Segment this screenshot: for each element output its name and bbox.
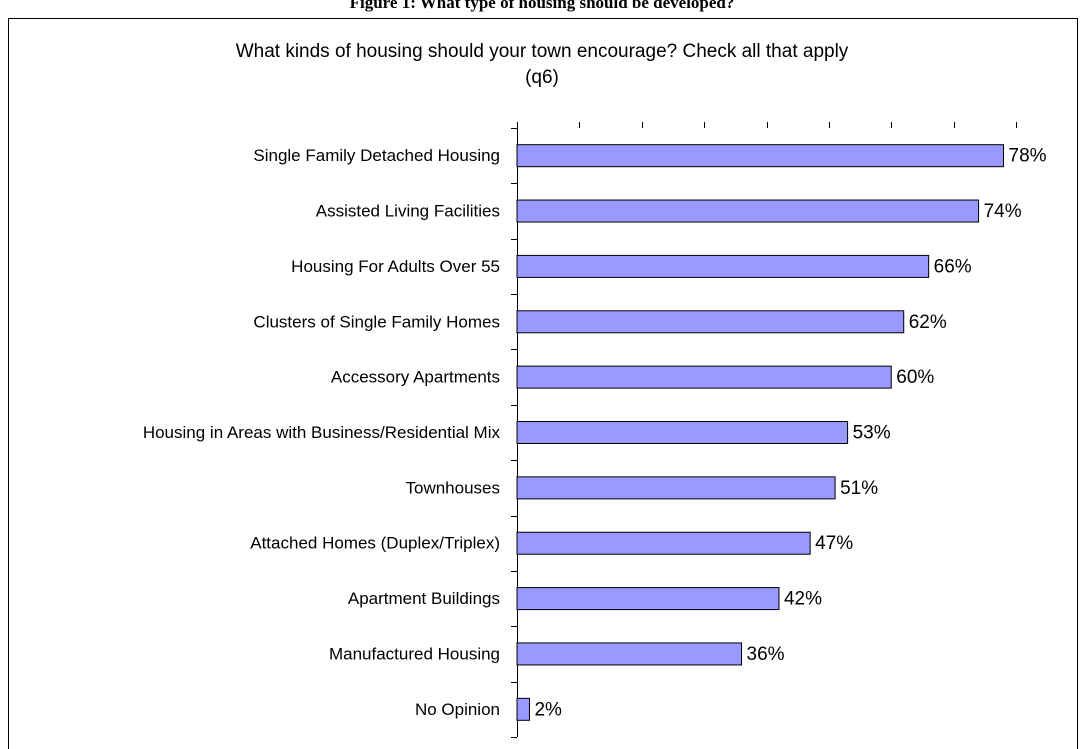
value-label: 66% xyxy=(934,256,972,277)
y-tick-label: Assisted Living Facilities xyxy=(316,202,500,221)
y-tick-label: Single Family Detached Housing xyxy=(253,146,500,165)
bar xyxy=(516,199,980,223)
value-label: 53% xyxy=(853,423,891,444)
bar xyxy=(516,642,743,666)
y-tick-label: No Opinion xyxy=(415,700,500,719)
value-label: 47% xyxy=(815,533,853,554)
bar xyxy=(516,476,836,500)
chart-title: What kinds of housing should your town e… xyxy=(236,41,849,62)
y-tick-label: Apartment Buildings xyxy=(348,589,500,608)
chart-title: (q6) xyxy=(525,67,559,88)
value-label: 51% xyxy=(840,478,878,499)
chart-frame xyxy=(8,18,1078,749)
y-tick-label: Accessory Apartments xyxy=(331,368,500,387)
y-tick-label: Manufactured Housing xyxy=(329,644,500,663)
bar xyxy=(516,587,780,611)
bar xyxy=(516,144,1005,168)
y-tick-label: Townhouses xyxy=(405,478,500,497)
bar xyxy=(516,531,811,555)
value-label: 36% xyxy=(747,644,785,665)
y-tick-label: Housing in Areas with Business/Residenti… xyxy=(143,423,501,442)
y-tick-label: Clusters of Single Family Homes xyxy=(253,312,500,331)
bar xyxy=(516,365,892,389)
figure-caption: Figure 1: What type of housing should be… xyxy=(350,0,735,12)
value-label: 62% xyxy=(909,312,947,333)
bar xyxy=(516,310,905,334)
value-label: 42% xyxy=(784,589,822,610)
y-tick-label: Housing For Adults Over 55 xyxy=(291,257,500,276)
value-label: 2% xyxy=(534,699,562,720)
bar xyxy=(516,254,930,278)
value-label: 60% xyxy=(896,367,934,388)
y-tick-label: Attached Homes (Duplex/Triplex) xyxy=(250,534,500,553)
value-label: 74% xyxy=(984,201,1022,222)
value-label: 78% xyxy=(1009,146,1047,167)
bar xyxy=(516,421,849,444)
bar xyxy=(516,697,530,721)
